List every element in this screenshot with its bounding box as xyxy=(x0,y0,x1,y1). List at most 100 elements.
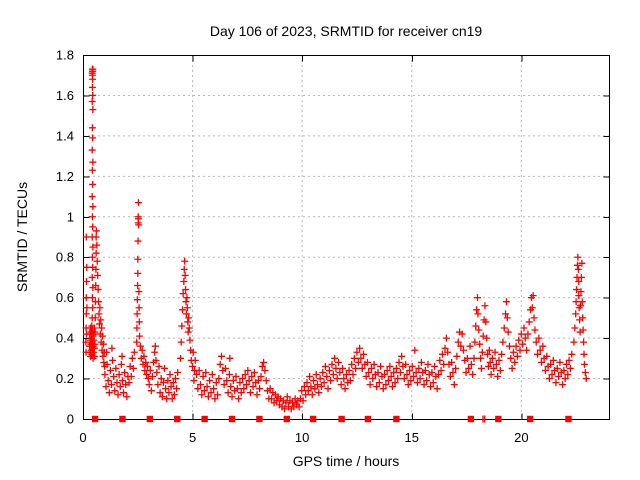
data-point-plus xyxy=(479,332,487,340)
data-point-plus xyxy=(321,362,329,370)
y-tick-label: 1.4 xyxy=(56,128,74,143)
data-point-plus xyxy=(336,368,344,376)
data-point-plus xyxy=(413,379,421,387)
data-point-plus xyxy=(239,375,247,383)
data-point-plus xyxy=(311,385,319,393)
data-point-square xyxy=(338,415,345,423)
data-point-plus xyxy=(345,366,353,374)
data-point-plus xyxy=(387,373,395,381)
x-tick-label: 10 xyxy=(295,430,309,445)
data-point-plus xyxy=(474,294,481,302)
data-point-plus xyxy=(547,360,555,368)
data-point-plus xyxy=(561,375,569,383)
data-point-plus xyxy=(379,385,387,393)
data-point-plus xyxy=(302,391,310,399)
data-point-plus xyxy=(341,385,349,393)
data-point-plus xyxy=(177,354,185,362)
data-point-plus xyxy=(463,354,471,362)
data-point-plus xyxy=(458,330,466,338)
data-point-plus xyxy=(298,387,306,395)
data-point-plus xyxy=(89,134,97,142)
data-point-plus xyxy=(516,346,524,354)
data-point-plus xyxy=(102,383,110,391)
data-point-plus xyxy=(82,338,90,346)
data-point-plus xyxy=(207,389,215,397)
data-point-plus xyxy=(431,362,439,370)
data-point-plus xyxy=(121,368,129,376)
data-point-plus xyxy=(182,298,190,306)
data-point-plus xyxy=(93,241,101,249)
data-point-plus xyxy=(130,348,138,356)
y-tick-label: 0.4 xyxy=(56,331,74,346)
data-point-plus xyxy=(477,364,485,372)
data-point-square xyxy=(565,415,572,423)
data-point-plus xyxy=(88,98,96,106)
data-point-plus xyxy=(448,358,456,366)
data-point-plus xyxy=(134,199,142,207)
data-point-plus xyxy=(162,385,170,393)
data-point-plus xyxy=(88,253,96,261)
data-point-plus xyxy=(133,296,141,304)
x-tick-label: 20 xyxy=(514,430,528,445)
data-point-plus xyxy=(300,383,308,391)
data-point-plus xyxy=(483,334,491,342)
data-point-plus xyxy=(416,375,424,383)
data-point-plus xyxy=(134,255,142,263)
data-point-plus xyxy=(515,336,523,344)
data-point-square xyxy=(228,415,236,423)
data-point-plus xyxy=(398,352,406,360)
data-point-plus xyxy=(90,336,98,344)
data-point-plus xyxy=(135,288,143,296)
data-point-plus xyxy=(105,389,113,397)
data-point-plus xyxy=(103,348,111,356)
data-point-plus xyxy=(216,360,224,368)
data-point-plus xyxy=(249,383,257,391)
data-point-plus xyxy=(382,381,390,389)
data-point-plus xyxy=(199,373,207,381)
data-point-plus xyxy=(180,265,188,273)
data-point-plus xyxy=(91,352,99,360)
data-point-plus xyxy=(303,379,311,387)
data-point-plus xyxy=(189,362,197,370)
data-point-plus xyxy=(319,368,327,376)
data-point-plus xyxy=(242,381,250,389)
data-point-plus xyxy=(559,381,567,389)
data-point-plus xyxy=(266,385,274,393)
data-point-plus xyxy=(283,393,291,401)
data-point-plus xyxy=(407,377,415,385)
data-point-plus xyxy=(386,362,394,370)
data-point-plus xyxy=(114,391,122,399)
data-point-plus xyxy=(147,387,155,395)
data-point-plus xyxy=(337,381,345,389)
data-point-plus xyxy=(520,324,528,332)
data-point-plus xyxy=(198,391,206,399)
data-point-plus xyxy=(481,302,489,310)
data-point-plus xyxy=(208,371,216,379)
data-point-plus xyxy=(428,368,436,376)
data-point-plus xyxy=(369,375,377,383)
data-point-plus xyxy=(250,368,258,376)
data-point-plus xyxy=(572,310,580,318)
data-point-plus xyxy=(541,366,549,374)
data-point-plus xyxy=(513,352,521,360)
data-point-plus xyxy=(135,304,143,312)
data-point-plus xyxy=(89,67,97,75)
data-point-plus xyxy=(171,375,179,383)
data-point-plus xyxy=(289,399,297,407)
data-point-plus xyxy=(92,249,100,257)
data-point-plus xyxy=(143,362,151,370)
data-point-plus xyxy=(185,324,193,332)
data-point-plus xyxy=(484,350,492,358)
data-point-plus xyxy=(578,259,586,267)
data-point-plus xyxy=(581,368,589,376)
data-point-plus xyxy=(229,377,237,385)
data-point-plus xyxy=(452,364,460,372)
data-point-plus xyxy=(138,346,146,354)
data-point-plus xyxy=(349,371,357,379)
data-point-plus xyxy=(151,348,159,356)
data-point-plus xyxy=(312,371,320,379)
data-point-plus xyxy=(499,338,507,346)
data-point-plus xyxy=(316,375,324,383)
data-point-plus xyxy=(509,348,517,356)
data-point-plus xyxy=(241,371,249,379)
